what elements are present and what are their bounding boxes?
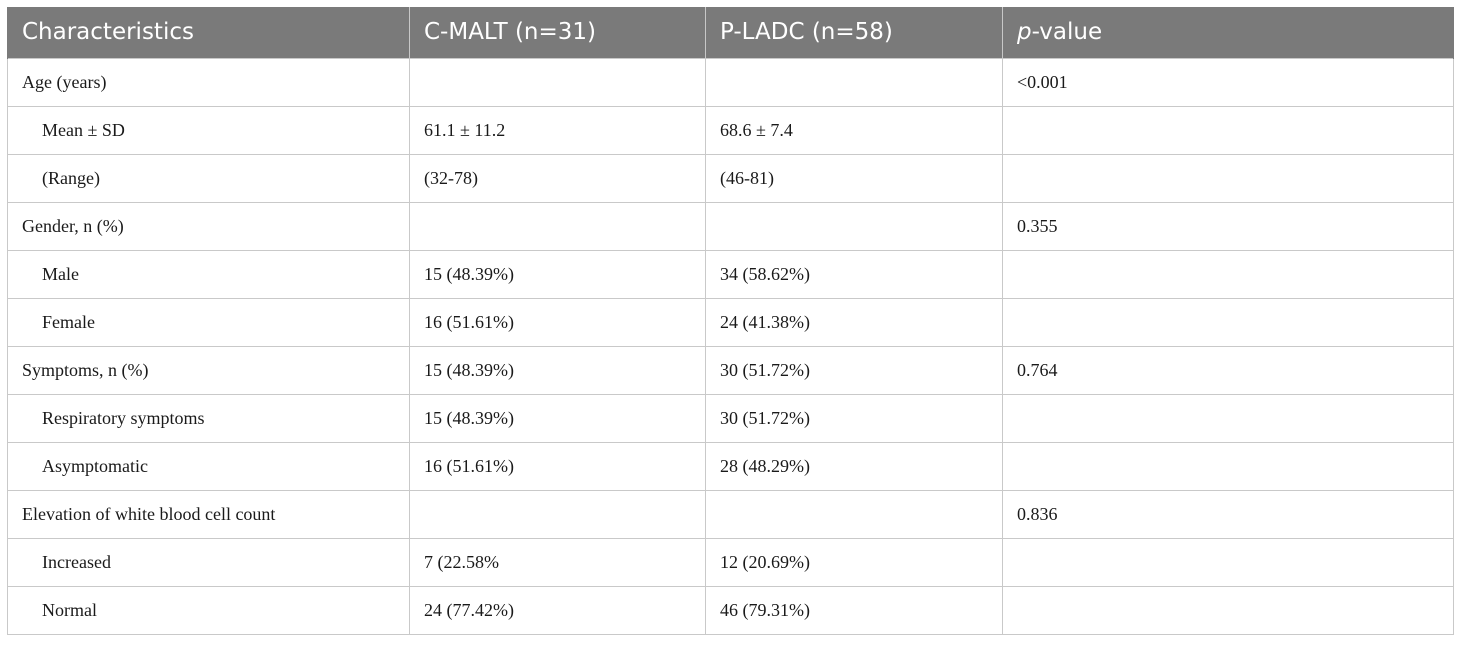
cell-pladc: 30 (51.72%) bbox=[705, 345, 1003, 395]
cell-pladc: 24 (41.38%) bbox=[705, 297, 1003, 347]
cell-pvalue bbox=[1002, 297, 1454, 347]
cell-pvalue bbox=[1002, 153, 1454, 203]
cell-pvalue: 0.355 bbox=[1002, 201, 1454, 251]
cell-pvalue bbox=[1002, 537, 1454, 587]
cell-cmalt: 7 (22.58% bbox=[409, 537, 706, 587]
cell-characteristic: Elevation of white blood cell count bbox=[7, 489, 410, 539]
cell-pvalue bbox=[1002, 105, 1454, 155]
cell-cmalt: 61.1 ± 11.2 bbox=[409, 105, 706, 155]
table-row: Normal 24 (77.42%) 46 (79.31%) bbox=[7, 585, 1454, 635]
table-row: Increased 7 (22.58% 12 (20.69%) bbox=[7, 537, 1454, 587]
header-pvalue-rest: -value bbox=[1031, 19, 1103, 46]
table-row: Female 16 (51.61%) 24 (41.38%) bbox=[7, 297, 1454, 347]
cell-characteristic: Mean ± SD bbox=[7, 105, 410, 155]
cell-pvalue bbox=[1002, 441, 1454, 491]
table-row: Mean ± SD 61.1 ± 11.2 68.6 ± 7.4 bbox=[7, 105, 1454, 155]
cell-cmalt: 16 (51.61%) bbox=[409, 441, 706, 491]
cell-pladc bbox=[705, 201, 1003, 251]
table-row: Gender, n (%) 0.355 bbox=[7, 201, 1454, 251]
cell-pladc bbox=[705, 489, 1003, 539]
header-pladc: P-LADC (n=58) bbox=[705, 7, 1003, 58]
cell-characteristic: Asymptomatic bbox=[7, 441, 410, 491]
table-row: Elevation of white blood cell count 0.836 bbox=[7, 489, 1454, 539]
cell-pladc: 12 (20.69%) bbox=[705, 537, 1003, 587]
cell-characteristic: Gender, n (%) bbox=[7, 201, 410, 251]
cell-pladc: 46 (79.31%) bbox=[705, 585, 1003, 635]
table-row: Symptoms, n (%) 15 (48.39%) 30 (51.72%) 0.7… bbox=[7, 345, 1454, 395]
cell-pvalue: <0.001 bbox=[1002, 57, 1454, 107]
cell-cmalt bbox=[409, 57, 706, 107]
cell-pladc bbox=[705, 57, 1003, 107]
cell-pladc: (46-81) bbox=[705, 153, 1003, 203]
cell-cmalt bbox=[409, 201, 706, 251]
cell-pladc: 28 (48.29%) bbox=[705, 441, 1003, 491]
cell-pladc: 34 (58.62%) bbox=[705, 249, 1003, 299]
header-pvalue: p-value bbox=[1002, 7, 1454, 58]
header-characteristics: Characteristics bbox=[7, 7, 410, 58]
cell-pvalue bbox=[1002, 393, 1454, 443]
cell-characteristic: Normal bbox=[7, 585, 410, 635]
table-header: Characteristics C-MALT (n=31) P-LADC (n=… bbox=[7, 7, 1454, 58]
cell-cmalt: 15 (48.39%) bbox=[409, 393, 706, 443]
table-row: Age (years) <0.001 bbox=[7, 57, 1454, 107]
cell-cmalt bbox=[409, 489, 706, 539]
cell-pvalue: 0.836 bbox=[1002, 489, 1454, 539]
cell-cmalt: 15 (48.39%) bbox=[409, 345, 706, 395]
cell-characteristic: Symptoms, n (%) bbox=[7, 345, 410, 395]
table-body: Age (years) <0.001 Mean ± SD 61.1 ± 11.2 68.… bbox=[7, 57, 1454, 635]
characteristics-table: Characteristics C-MALT (n=31) P-LADC (n=… bbox=[7, 7, 1454, 635]
cell-characteristic: Age (years) bbox=[7, 57, 410, 107]
cell-characteristic: (Range) bbox=[7, 153, 410, 203]
cell-cmalt: (32-78) bbox=[409, 153, 706, 203]
cell-pladc: 30 (51.72%) bbox=[705, 393, 1003, 443]
cell-pvalue: 0.764 bbox=[1002, 345, 1454, 395]
header-pvalue-italic: p bbox=[1017, 19, 1032, 46]
cell-pvalue bbox=[1002, 585, 1454, 635]
header-cmalt: C-MALT (n=31) bbox=[409, 7, 706, 58]
table-row: Asymptomatic 16 (51.61%) 28 (48.29%) bbox=[7, 441, 1454, 491]
cell-pvalue bbox=[1002, 249, 1454, 299]
characteristics-table-container: Characteristics C-MALT (n=31) P-LADC (n=… bbox=[7, 7, 1454, 635]
cell-characteristic: Male bbox=[7, 249, 410, 299]
cell-cmalt: 16 (51.61%) bbox=[409, 297, 706, 347]
table-row: Respiratory symptoms 15 (48.39%) 30 (51.72… bbox=[7, 393, 1454, 443]
cell-cmalt: 24 (77.42%) bbox=[409, 585, 706, 635]
cell-characteristic: Female bbox=[7, 297, 410, 347]
header-row: Characteristics C-MALT (n=31) P-LADC (n=… bbox=[7, 7, 1454, 58]
cell-characteristic: Respiratory symptoms bbox=[7, 393, 410, 443]
cell-characteristic: Increased bbox=[7, 537, 410, 587]
table-row: (Range) (32-78) (46-81) bbox=[7, 153, 1454, 203]
cell-cmalt: 15 (48.39%) bbox=[409, 249, 706, 299]
table-row: Male 15 (48.39%) 34 (58.62%) bbox=[7, 249, 1454, 299]
cell-pladc: 68.6 ± 7.4 bbox=[705, 105, 1003, 155]
